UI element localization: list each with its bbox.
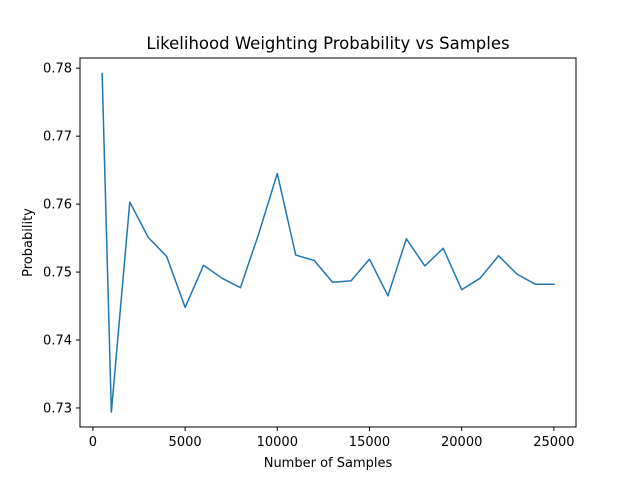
plot-area-frame xyxy=(79,57,577,428)
x-axis-title: Number of Samples xyxy=(264,456,393,471)
y-tick-label: 0.78 xyxy=(43,62,72,77)
x-tick-label: 0 xyxy=(89,435,97,450)
x-axis: 0 5000 10000 15000 20000 25000 xyxy=(89,427,575,450)
y-tick-label: 0.76 xyxy=(43,198,72,213)
y-axis: 0.73 0.74 0.75 0.76 0.77 0.78 xyxy=(43,62,80,416)
x-tick-label: 25000 xyxy=(533,435,574,450)
plot-content xyxy=(101,72,555,413)
x-tick-label: 20000 xyxy=(441,435,482,450)
x-tick-label: 10000 xyxy=(257,435,298,450)
y-tick-label: 0.74 xyxy=(43,334,72,349)
x-tick-label: 5000 xyxy=(169,435,202,450)
y-axis-title: Probability xyxy=(21,208,36,277)
x-tick-label: 15000 xyxy=(349,435,390,450)
series-line-0 xyxy=(101,72,555,413)
y-tick-label: 0.75 xyxy=(43,266,72,281)
y-tick-label: 0.73 xyxy=(43,401,72,416)
y-tick-label: 0.77 xyxy=(43,130,72,145)
chart-title: Likelihood Weighting Probability vs Samp… xyxy=(146,34,509,53)
